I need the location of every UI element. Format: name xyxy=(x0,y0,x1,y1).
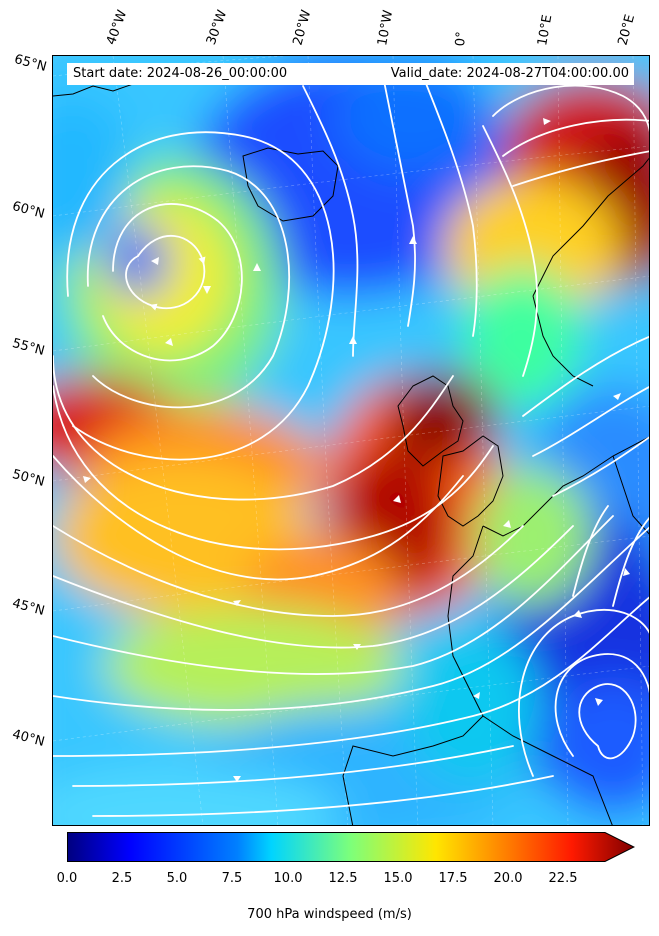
lat-label-40n: 40°N xyxy=(10,727,47,750)
valid-date-label: Valid_date: 2024-08-27T04:00:00.00 xyxy=(390,66,629,81)
lon-label-40w: 40°W xyxy=(103,8,131,47)
colorbar-tick: 10.0 xyxy=(273,871,303,886)
windspeed-fill xyxy=(53,56,649,825)
lat-label-65n: 65°N xyxy=(12,52,49,75)
colorbar-tick: 2.5 xyxy=(111,871,133,886)
colorbar-tick: 22.5 xyxy=(548,871,578,886)
lon-label-30w: 30°W xyxy=(203,8,231,47)
lat-label-55n: 55°N xyxy=(10,336,47,359)
lat-label-50n: 50°N xyxy=(10,467,47,490)
streamlines xyxy=(53,75,649,817)
lon-label-0: 0° xyxy=(453,30,470,47)
lon-label-20w: 20°W xyxy=(290,8,315,47)
date-header: Start date: 2024-08-26_00:00:00 Valid_da… xyxy=(67,63,634,85)
colorbar-tick: 15.0 xyxy=(383,871,413,886)
colorbar-tick: 12.5 xyxy=(328,871,358,886)
colorbar-tick: 5.0 xyxy=(166,871,188,886)
colorbar-tick: 20.0 xyxy=(493,871,523,886)
colorbar-label: 700 hPa windspeed (m/s) xyxy=(247,907,412,922)
lon-label-10w: 10°W xyxy=(375,9,397,48)
colorbar-tick: 7.5 xyxy=(221,871,243,886)
lat-label-60n: 60°N xyxy=(10,199,47,222)
colorbar-tick: 17.5 xyxy=(438,871,468,886)
lon-label-20e: 20°E xyxy=(615,12,639,48)
windspeed-field xyxy=(53,56,649,825)
lon-label-10e: 10°E xyxy=(535,13,556,47)
start-date-label: Start date: 2024-08-26_00:00:00 xyxy=(73,66,288,81)
windspeed-map xyxy=(52,55,650,826)
colorbar-tick: 0.0 xyxy=(56,871,78,886)
streamline-arrows xyxy=(83,118,630,782)
windspeed-colorbar xyxy=(67,832,635,862)
lat-label-45n: 45°N xyxy=(10,596,47,619)
